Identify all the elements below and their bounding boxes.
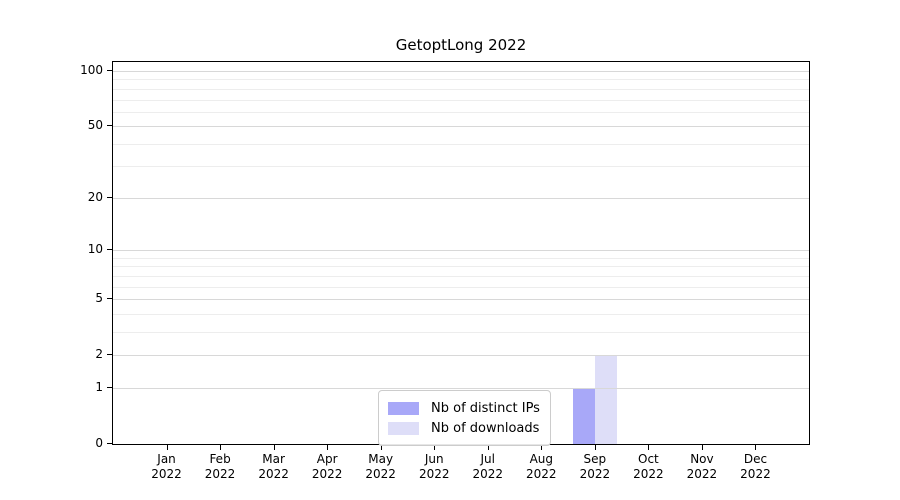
gridline-minor [113, 331, 809, 333]
y-axis-tick [107, 249, 112, 251]
x-axis-tick [594, 445, 596, 450]
chart-title: GetoptLong 2022 [395, 36, 527, 54]
bar-distinct-ips [572, 387, 595, 444]
x-tick-month: Feb [209, 452, 231, 466]
x-tick-label: Jan 2022 [135, 452, 199, 482]
x-tick-month: Apr [316, 452, 338, 466]
x-tick-label: Aug 2022 [509, 452, 573, 482]
x-tick-month: Mar [262, 452, 285, 466]
gridline-minor [113, 266, 809, 268]
x-tick-label: Apr 2022 [295, 452, 359, 482]
x-tick-year: 2022 [151, 467, 182, 481]
gridline-major [113, 355, 809, 357]
x-axis-tick [434, 445, 436, 450]
y-tick-label: 2 [95, 347, 103, 362]
y-tick-label: 10 [87, 242, 103, 257]
gridline-minor [113, 275, 809, 277]
y-axis-tick [107, 354, 112, 356]
x-tick-label: Nov 2022 [670, 452, 734, 482]
gridline-minor [113, 286, 809, 288]
gridline-major [113, 71, 809, 72]
x-tick-month: Oct [638, 452, 659, 466]
y-axis-tick [107, 125, 112, 127]
gridline-major [113, 197, 809, 199]
y-axis-tick [107, 298, 112, 300]
bar-downloads [594, 355, 617, 444]
gridline-minor [113, 143, 809, 145]
legend-row: Nb of downloads [388, 418, 540, 438]
gridline-minor [113, 313, 809, 315]
x-tick-label: Jul 2022 [456, 452, 520, 482]
x-axis-tick [755, 445, 757, 450]
x-tick-month: Jul [480, 452, 495, 466]
legend-swatch [388, 401, 419, 415]
x-tick-year: 2022 [311, 467, 343, 481]
x-tick-month: Sep [583, 452, 607, 466]
y-axis-tick [107, 196, 112, 198]
x-tick-year: 2022 [204, 467, 236, 481]
legend-swatch [388, 421, 419, 435]
gridline-minor [113, 79, 809, 81]
x-tick-label: Oct 2022 [616, 452, 680, 482]
x-axis-tick [327, 445, 329, 450]
x-tick-month: Nov [690, 452, 714, 466]
legend: Nb of distinct IPs Nb of downloads [378, 390, 551, 446]
x-tick-label: Jun 2022 [402, 452, 466, 482]
x-tick-month: Jun [424, 452, 444, 466]
x-tick-label: Sep 2022 [563, 452, 627, 482]
gridline-minor [113, 111, 809, 113]
x-tick-year: 2022 [686, 467, 718, 481]
x-tick-label: May 2022 [349, 452, 413, 482]
legend-label: Nb of distinct IPs [431, 400, 540, 416]
y-axis-tick [107, 386, 112, 388]
y-axis-tick [107, 443, 112, 444]
gridline-minor [113, 166, 809, 168]
x-tick-year: 2022 [740, 467, 771, 481]
x-axis-tick [220, 445, 222, 450]
legend-label: Nb of downloads [431, 420, 540, 436]
x-tick-year: 2022 [526, 467, 557, 481]
x-axis-tick [541, 445, 543, 450]
y-tick-label: 100 [80, 63, 103, 77]
gridline-minor [113, 88, 809, 90]
x-axis-tick [487, 445, 489, 450]
x-tick-year: 2022 [579, 467, 611, 481]
gridline-major [113, 387, 809, 389]
x-tick-year: 2022 [258, 467, 289, 481]
gridline-major [113, 250, 809, 252]
y-tick-label: 0 [95, 436, 103, 450]
x-tick-month: May [368, 452, 394, 466]
gridline-minor [113, 99, 809, 101]
x-tick-year: 2022 [633, 467, 664, 481]
y-tick-label: 50 [87, 118, 103, 133]
legend-row: Nb of distinct IPs [388, 398, 540, 418]
x-axis-tick [380, 445, 382, 450]
gridline-major [113, 126, 809, 128]
x-tick-label: Dec 2022 [723, 452, 787, 482]
x-tick-year: 2022 [365, 467, 396, 481]
x-tick-year: 2022 [418, 467, 450, 481]
y-tick-label: 20 [87, 189, 103, 204]
y-tick-label: 1 [95, 379, 103, 394]
x-axis-tick [648, 445, 650, 450]
y-axis-tick [107, 70, 112, 71]
gridline-major [113, 299, 809, 301]
x-tick-month: Dec [743, 452, 768, 466]
x-axis-tick [273, 445, 275, 450]
x-tick-label: Mar 2022 [242, 452, 306, 482]
x-axis-tick [166, 445, 168, 450]
x-tick-month: Aug [529, 452, 554, 466]
gridline-minor [113, 257, 809, 259]
x-tick-label: Feb 2022 [188, 452, 252, 482]
y-tick-label: 5 [95, 291, 103, 306]
x-axis-tick [701, 445, 703, 450]
plot-area: Nb of distinct IPs Nb of downloads [112, 61, 810, 446]
x-tick-month: Jan [157, 452, 176, 466]
x-tick-year: 2022 [472, 467, 504, 481]
